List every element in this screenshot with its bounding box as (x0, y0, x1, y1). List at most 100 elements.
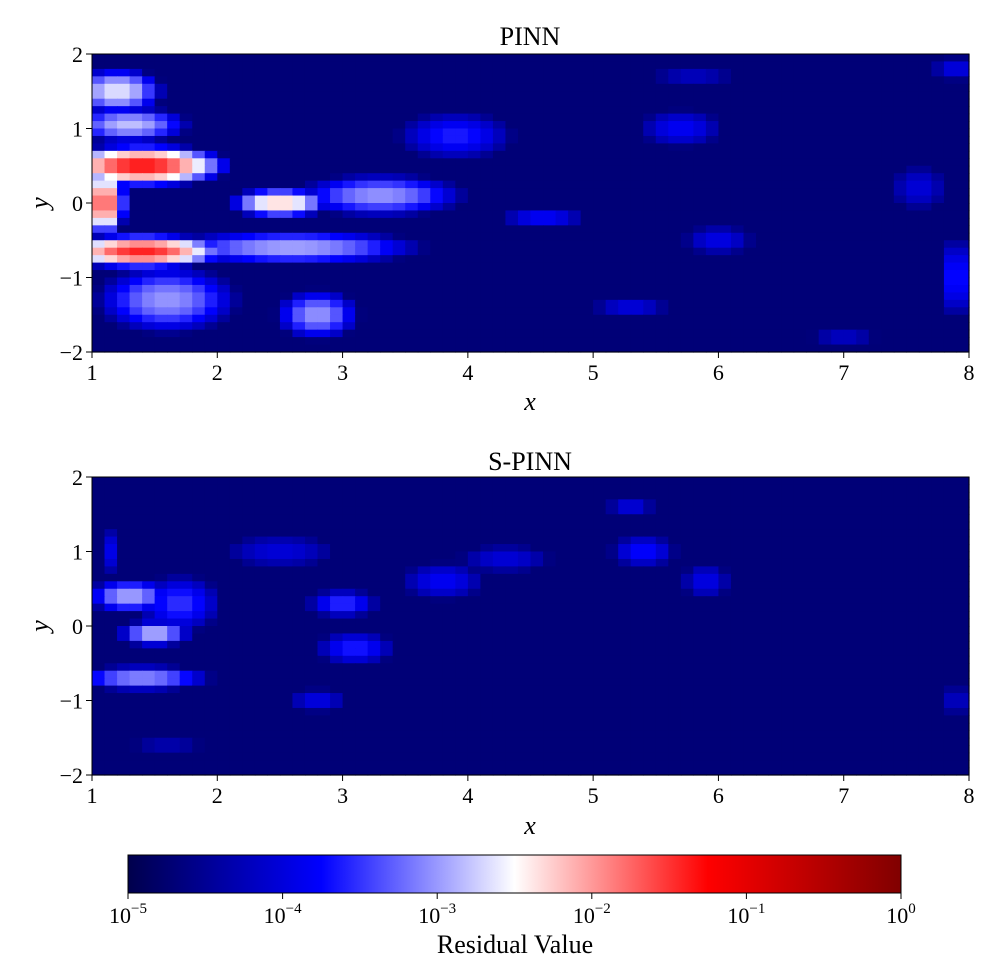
heatmap-cell (593, 240, 607, 249)
heatmap-cell (229, 314, 243, 323)
heatmap-cell (367, 506, 381, 515)
heatmap-cell (730, 68, 745, 77)
heatmap-cell (630, 700, 644, 709)
heatmap-cell (367, 663, 381, 672)
heatmap-cell (330, 700, 344, 709)
heatmap-cell (505, 566, 519, 575)
heatmap-cell (467, 76, 481, 85)
heatmap-cell (129, 165, 143, 174)
heatmap-cell (543, 344, 557, 353)
heatmap-cell (756, 158, 770, 167)
heatmap-cell (92, 588, 106, 597)
heatmap-cell (254, 121, 268, 130)
heatmap-cell (179, 588, 193, 597)
heatmap-cell (405, 566, 419, 575)
heatmap-cell (104, 307, 118, 316)
heatmap-cell (192, 633, 206, 642)
heatmap-cell (430, 596, 444, 605)
heatmap-cell (806, 106, 820, 115)
heatmap-cell (543, 499, 557, 508)
heatmap-cell (931, 314, 945, 323)
heatmap-cell (768, 98, 782, 107)
heatmap-cell (580, 165, 594, 174)
heatmap-cell (467, 506, 481, 515)
heatmap-cell (956, 135, 970, 144)
heatmap-cell (317, 529, 331, 538)
heatmap-cell (881, 210, 895, 219)
heatmap-cell (843, 61, 857, 70)
heatmap-cell (906, 521, 920, 530)
heatmap-cell (756, 217, 770, 226)
heatmap-cell (254, 83, 268, 92)
heatmap-cell (217, 536, 231, 545)
heatmap-cell (217, 98, 231, 107)
heatmap-cell (743, 173, 757, 182)
heatmap-cell (92, 299, 106, 308)
heatmap-cell (655, 491, 669, 500)
heatmap-cell (217, 581, 231, 590)
heatmap-cell (492, 344, 507, 353)
heatmap-cell (956, 484, 970, 493)
heatmap-cell (906, 232, 920, 241)
heatmap-cell (505, 663, 519, 672)
heatmap-cell (430, 529, 444, 538)
heatmap-cell (956, 61, 970, 70)
heatmap-cell (267, 536, 281, 545)
heatmap-cell (492, 558, 507, 567)
heatmap-cell (117, 344, 131, 353)
heatmap-cell (843, 83, 857, 92)
heatmap-cell (943, 514, 958, 523)
heatmap-cell (405, 603, 419, 612)
heatmap-cell (342, 344, 356, 353)
heatmap-cell (605, 633, 619, 642)
heatmap-cell (768, 521, 782, 530)
heatmap-cell (630, 232, 644, 241)
heatmap-cell (217, 322, 231, 331)
heatmap-cell (405, 544, 419, 553)
heatmap-cell (279, 225, 294, 234)
heatmap-cell (580, 670, 594, 679)
heatmap-cell (818, 491, 832, 500)
heatmap-cell (718, 225, 732, 234)
y-tick-label: 1 (72, 117, 83, 142)
heatmap-cell (831, 337, 845, 346)
heatmap-cell (843, 693, 857, 702)
heatmap-cell (781, 173, 795, 182)
heatmap-cell (856, 573, 870, 582)
heatmap-cell (743, 529, 757, 538)
heatmap-cell (680, 91, 694, 100)
heatmap-cell (893, 180, 907, 189)
heatmap-cell (430, 337, 444, 346)
heatmap-cell (317, 514, 331, 523)
heatmap-cell (593, 128, 607, 137)
heatmap-cell (117, 700, 131, 709)
heatmap-cell (104, 299, 118, 308)
heatmap-cell (931, 573, 945, 582)
heatmap-cell (743, 165, 757, 174)
heatmap-cell (943, 314, 958, 323)
heatmap-cell (455, 188, 469, 197)
heatmap-cell (756, 98, 770, 107)
heatmap-cell (467, 128, 481, 137)
heatmap-cell (492, 232, 507, 241)
heatmap-cell (167, 121, 181, 130)
heatmap-cell (229, 217, 243, 226)
heatmap-cell (167, 344, 181, 353)
heatmap-cell (956, 566, 970, 575)
heatmap-cell (154, 648, 168, 657)
heatmap-cell (943, 678, 958, 687)
heatmap-cell (367, 76, 381, 85)
heatmap-cell (154, 551, 168, 560)
heatmap-cell (756, 83, 770, 92)
heatmap-cell (643, 255, 657, 264)
heatmap-cell (192, 68, 206, 77)
heatmap-cell (806, 678, 820, 687)
heatmap-cell (492, 54, 507, 63)
heatmap-cell (430, 551, 444, 560)
heatmap-cell (179, 477, 193, 486)
heatmap-cell (705, 128, 720, 137)
heatmap-cell (217, 292, 231, 301)
heatmap-cell (793, 566, 807, 575)
heatmap-cell (367, 618, 381, 627)
heatmap-cell (530, 544, 544, 553)
